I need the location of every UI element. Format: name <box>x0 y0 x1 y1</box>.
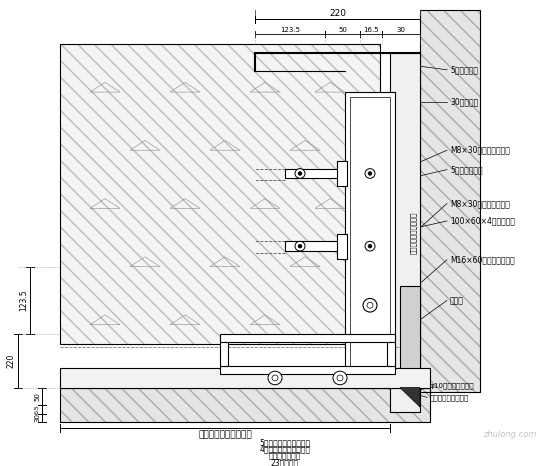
Text: 23厚花岗石: 23厚花岗石 <box>271 459 299 466</box>
Bar <box>60 388 430 422</box>
Text: 5号角钢连接件: 5号角钢连接件 <box>450 165 483 174</box>
Text: 5号角钢横梁: 5号角钢横梁 <box>450 65 478 74</box>
Text: M16×60不锈钢对穿螺栓: M16×60不锈钢对穿螺栓 <box>450 255 515 264</box>
Text: 预埋件: 预埋件 <box>450 296 464 305</box>
Text: 聚四氟乙烯隔片: 聚四氟乙烯隔片 <box>269 452 301 460</box>
Bar <box>60 368 430 388</box>
Text: M8×30不锈钢对穿螺栓: M8×30不锈钢对穿螺栓 <box>450 146 510 155</box>
Text: 5厚铝合金专用石材挂件: 5厚铝合金专用石材挂件 <box>259 438 311 447</box>
Text: 石材专用密封填缝胶: 石材专用密封填缝胶 <box>430 394 469 401</box>
Bar <box>337 161 347 186</box>
Bar <box>400 286 420 373</box>
Circle shape <box>295 241 305 251</box>
Polygon shape <box>400 388 420 407</box>
Text: 123.5: 123.5 <box>19 289 28 311</box>
Text: 石材幕墙横向分格尺寸: 石材幕墙横向分格尺寸 <box>410 212 416 254</box>
Text: 30: 30 <box>34 413 40 422</box>
Bar <box>60 388 430 422</box>
Circle shape <box>333 371 347 385</box>
Bar <box>390 53 420 412</box>
Text: 4厚铝合金专用石材挂件: 4厚铝合金专用石材挂件 <box>259 445 311 454</box>
Text: 30: 30 <box>396 27 405 33</box>
Circle shape <box>365 241 375 251</box>
Text: φ10聚乙烯发泡垫杆: φ10聚乙烯发泡垫杆 <box>430 383 475 389</box>
Text: M8×30不锈钢对穿螺栓: M8×30不锈钢对穿螺栓 <box>450 199 510 208</box>
Bar <box>420 10 480 392</box>
Bar <box>220 342 228 366</box>
Bar <box>350 97 390 383</box>
Bar <box>420 10 480 392</box>
Bar <box>220 366 395 374</box>
Circle shape <box>368 171 372 175</box>
Text: zhulong.com: zhulong.com <box>483 430 536 439</box>
Text: 100×60×4镀锌钢方管: 100×60×4镀锌钢方管 <box>450 217 515 226</box>
Bar <box>220 334 395 342</box>
Bar <box>285 169 345 178</box>
Bar <box>60 44 380 344</box>
Text: 123.5: 123.5 <box>280 27 300 33</box>
Bar <box>285 241 345 251</box>
Circle shape <box>365 169 375 178</box>
Text: 石材幕墙横向分格尺寸: 石材幕墙横向分格尺寸 <box>198 430 252 439</box>
Circle shape <box>268 371 282 385</box>
Text: 6.5: 6.5 <box>35 404 40 414</box>
Text: 16.5: 16.5 <box>363 27 379 33</box>
Text: 50: 50 <box>338 27 347 33</box>
Text: 30厚花岗石: 30厚花岗石 <box>450 97 478 106</box>
Text: 220: 220 <box>329 9 346 19</box>
Text: 50: 50 <box>34 392 40 401</box>
Circle shape <box>295 169 305 178</box>
Circle shape <box>368 244 372 248</box>
Bar <box>387 342 395 366</box>
Bar <box>60 44 380 344</box>
Circle shape <box>298 171 302 175</box>
Text: 220: 220 <box>7 354 16 368</box>
Circle shape <box>363 299 377 312</box>
Bar <box>345 92 395 388</box>
Bar <box>337 233 347 259</box>
Circle shape <box>298 244 302 248</box>
